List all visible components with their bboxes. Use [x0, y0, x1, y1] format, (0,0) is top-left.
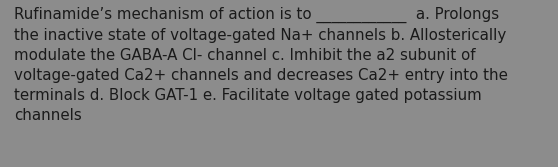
Text: Rufinamide’s mechanism of action is to ____________  a. Prolongs
the inactive st: Rufinamide’s mechanism of action is to _… — [14, 7, 508, 123]
